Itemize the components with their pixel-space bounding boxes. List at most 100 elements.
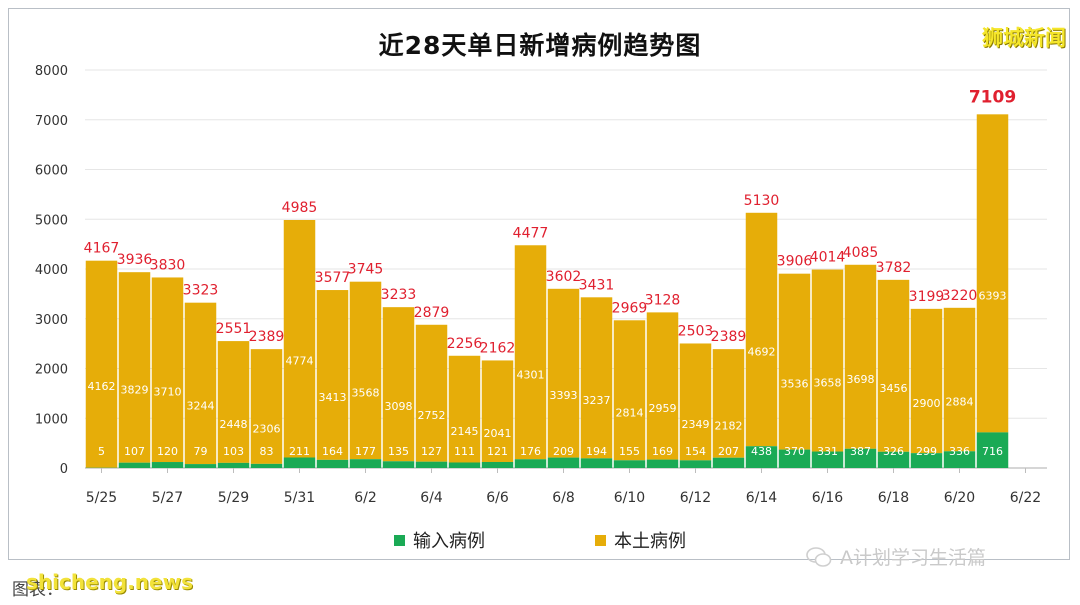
y-tick-label: 0	[60, 462, 68, 477]
data-label-local: 3244	[187, 399, 215, 412]
data-label-imported: 103	[223, 445, 244, 458]
bar-local	[811, 269, 844, 452]
bar-local	[547, 288, 580, 458]
bar-imported	[778, 449, 811, 468]
data-label-total: 2879	[414, 305, 450, 321]
data-label-local: 2900	[913, 397, 941, 410]
bar-local	[283, 219, 316, 458]
data-label-imported: 326	[883, 445, 904, 458]
data-label-imported: 331	[817, 445, 838, 458]
x-tick-label: 6/16	[812, 490, 844, 506]
data-label-local: 3413	[319, 391, 347, 404]
bar-local	[349, 281, 382, 460]
bar-local	[712, 349, 745, 458]
source-credit: 图表：	[12, 580, 63, 600]
bar-imported	[217, 462, 250, 468]
data-label-local: 4301	[517, 368, 545, 381]
x-tick-label: 5/31	[284, 490, 315, 506]
data-label-local: 3237	[583, 394, 611, 407]
y-tick-label: 3000	[35, 313, 68, 328]
x-tick-label: 6/20	[944, 490, 975, 506]
data-label-total: 2969	[612, 300, 648, 316]
data-label-imported: 438	[751, 445, 772, 458]
data-label-imported: 111	[454, 445, 475, 458]
bar-local	[514, 245, 547, 460]
bar-local	[415, 324, 448, 462]
data-label-imported: 194	[586, 445, 607, 458]
data-label-total: 4085	[843, 245, 879, 261]
data-label-total: 3431	[579, 277, 615, 293]
bar-imported	[151, 462, 184, 468]
data-label-total: 3906	[777, 254, 813, 270]
bar-imported	[580, 458, 613, 468]
data-label-imported: 387	[850, 445, 871, 458]
bar-local	[778, 273, 811, 450]
data-label-imported: 79	[194, 445, 208, 458]
data-label-local: 2041	[484, 427, 512, 440]
data-label-local: 3698	[847, 373, 875, 386]
data-label-total: 2162	[480, 340, 516, 356]
chart-title: 近28天单日新增病例趋势图	[378, 31, 702, 60]
data-label-local: 2145	[451, 425, 479, 438]
x-tick-label: 6/14	[746, 490, 778, 506]
data-label-imported: 336	[949, 445, 970, 458]
data-label-imported: 107	[124, 445, 145, 458]
data-label-total: 3936	[117, 252, 153, 268]
wechat-icon	[806, 546, 832, 567]
data-label-local: 3658	[814, 377, 842, 390]
data-label-local: 3098	[385, 400, 413, 413]
x-tick-label: 5/27	[152, 490, 183, 506]
y-tick-label: 7000	[35, 114, 68, 129]
bar-imported	[118, 462, 151, 468]
data-label-total: 3199	[909, 289, 945, 305]
bar-imported	[382, 461, 415, 468]
legend-label-local: 本土病例	[614, 531, 686, 552]
bar-local	[250, 349, 283, 464]
data-label-total: 3602	[546, 269, 582, 285]
data-label-local: 4692	[748, 345, 776, 358]
bar-imported	[679, 460, 712, 468]
bar-imported	[646, 459, 679, 468]
data-label-total: 3220	[942, 288, 978, 304]
data-label-local: 3829	[121, 383, 149, 396]
data-label-local: 3710	[154, 386, 182, 399]
data-label-total: 5130	[744, 193, 780, 209]
data-label-imported: 127	[421, 445, 442, 458]
bar-imported	[316, 459, 349, 468]
watermark-text: A计划学习生活篇	[840, 547, 986, 569]
data-label-imported: 164	[322, 445, 343, 458]
data-label-total: 3830	[150, 257, 186, 273]
bar-imported	[943, 451, 976, 468]
data-label-total: 2389	[711, 329, 747, 345]
bar-local	[646, 312, 679, 460]
x-tick-label: 6/10	[614, 490, 645, 506]
legend-item-imported: 输入病例	[394, 527, 485, 553]
data-label-imported: 299	[916, 445, 937, 458]
data-label-local: 3568	[352, 386, 380, 399]
bar-local	[613, 320, 646, 461]
data-label-local: 2448	[220, 418, 248, 431]
data-label-imported: 5	[98, 445, 105, 458]
data-label-imported: 154	[685, 445, 706, 458]
x-tick-label: 6/8	[552, 490, 575, 506]
data-label-imported: 120	[157, 445, 178, 458]
bar-imported	[349, 459, 382, 468]
y-tick-label: 4000	[35, 263, 68, 278]
bar-imported	[514, 459, 547, 468]
data-label-imported: 370	[784, 445, 805, 458]
x-tick-label: 6/4	[420, 490, 443, 506]
data-label-local: 2349	[682, 418, 710, 431]
x-tick-label: 6/2	[354, 490, 377, 506]
bar-local	[877, 279, 910, 452]
chart-frame	[8, 8, 1070, 560]
bar-local	[745, 212, 778, 447]
data-label-total: 4985	[282, 200, 318, 216]
source-watermark: shicheng.news	[26, 570, 193, 594]
bar-local	[844, 264, 877, 449]
data-label-imported: 209	[553, 445, 574, 458]
legend-item-local: 本土病例	[595, 527, 686, 553]
brand-logo: 狮城新闻	[982, 26, 1066, 50]
data-label-imported: 169	[652, 445, 673, 458]
bar-local	[943, 307, 976, 452]
x-tick-label: 5/29	[218, 490, 249, 506]
